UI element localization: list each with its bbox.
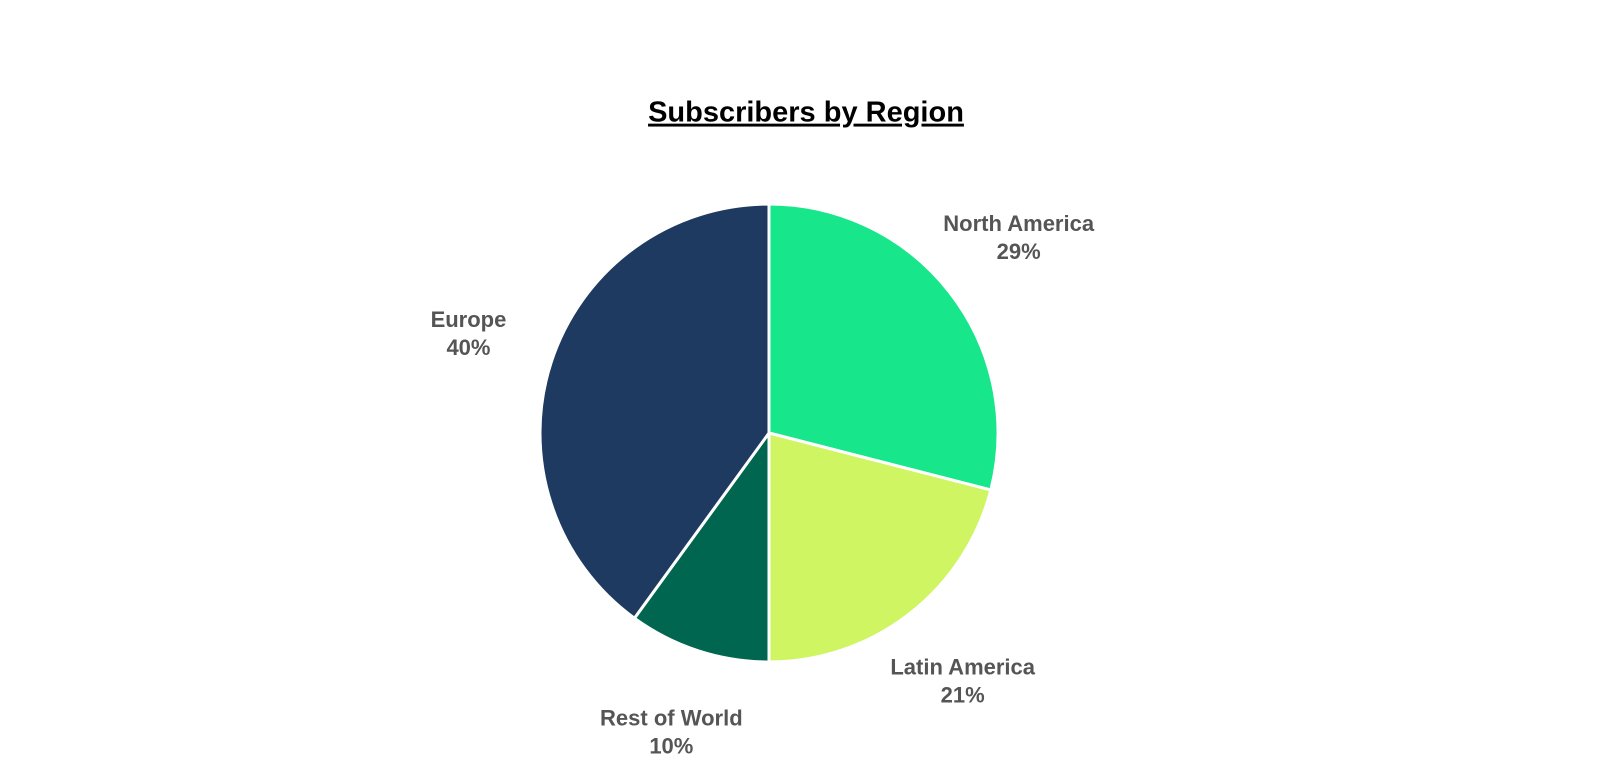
pie-slice (538, 202, 771, 620)
slice-label: Rest of World (600, 705, 743, 730)
slice-label: Europe (431, 307, 507, 332)
pie-slice (767, 431, 993, 664)
pie-slice (767, 202, 1000, 492)
chart-title: Subscribers by Region (648, 97, 964, 129)
slice-value-label: 21% (941, 683, 985, 708)
slice-value-label: 29% (997, 239, 1041, 264)
slice-label: Latin America (890, 655, 1035, 680)
pie-slice (632, 431, 771, 664)
slice-label: North America (943, 211, 1095, 236)
slice-value-label: 10% (649, 733, 693, 758)
slice-value-label: 40% (446, 335, 490, 360)
